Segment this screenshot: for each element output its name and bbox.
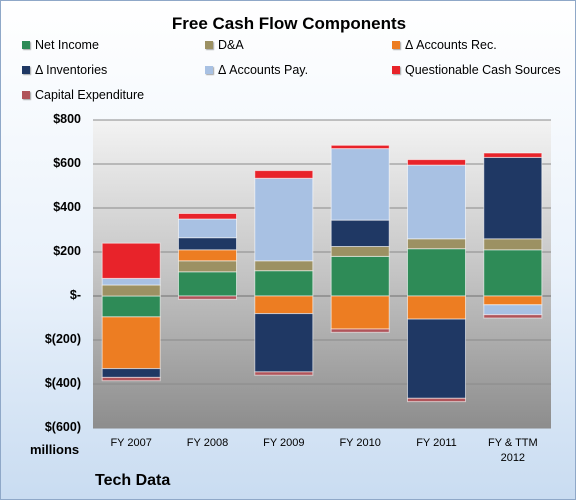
legend-swatch [22,91,30,99]
bar-segment [407,159,466,166]
bar-segment [407,248,466,297]
legend-swatch [22,66,30,74]
company-label: Tech Data [95,472,171,489]
bar-segment [101,295,161,318]
bar-segment [101,316,161,370]
legend-swatch [205,66,213,74]
x-tick-label-line: FY 2011 [416,437,457,449]
legend-label: Δ Accounts Pay. [218,63,309,77]
bar-segment [330,144,390,150]
legend-item: Questionable Cash Sources [392,63,561,77]
bar-segment [483,249,543,297]
bar-segment [254,270,314,297]
legend-item: D&A [205,38,244,52]
legend-label: Capital Expenditure [35,88,145,102]
y-tick-label: $800 [53,112,81,126]
bar-segment [330,255,390,297]
chart-legend: Net Income D&A Δ Accounts Rec. Δ Inventorie… [0,0,578,110]
y-tick-label: $400 [53,200,81,214]
legend-label: Δ Inventories [35,63,108,77]
bar-segment [254,295,314,315]
legend-label: D&A [218,38,244,52]
legend-swatch [392,66,400,74]
bar-segment [483,304,543,316]
x-tick-label: FY 2010 [325,436,395,451]
legend-label: Questionable Cash Sources [405,63,561,77]
legend-item: Capital Expenditure [22,88,144,102]
bar-segment [101,368,161,378]
y-tick-label: $(600) [44,420,81,434]
bar-segment [330,295,390,330]
bar-segment [254,260,314,272]
x-tick-label: FY 2008 [173,436,243,451]
legend-swatch [22,41,30,49]
bar-segment [101,376,161,382]
bar-segment [483,152,543,158]
bar-segment [178,295,237,300]
bar-segment [483,314,543,319]
x-tick-label-line: FY 2009 [263,437,305,449]
plot-area [93,120,551,428]
bar-segment [483,238,543,251]
bar-segment [254,170,314,179]
bar-segment [178,218,237,239]
bar-segment [407,164,466,240]
y-tick-label: $- [69,288,81,302]
legend-swatch [392,41,400,49]
bar-segment [407,238,466,250]
x-tick-label: FY & TTM 2012 [478,436,548,466]
legend-item: Δ Inventories [22,63,107,77]
x-tick-label: FY 2011 [402,436,472,451]
y-tick-label: $200 [53,244,81,258]
bar-segment [101,284,161,297]
x-tick-label-line: FY & TTM [487,437,538,449]
legend-swatch [205,41,213,49]
x-tick-label: FY 2007 [96,436,166,451]
legend-label: Net Income [35,38,99,52]
legend-item: Δ Accounts Pay. [205,63,308,77]
x-tick-label-line: FY 2007 [110,437,152,449]
bar-segment [178,237,237,251]
y-tick-label: $(400) [44,376,81,390]
y-tick-label: $(200) [44,332,81,346]
bar-segment [407,295,466,320]
legend-label: Δ Accounts Rec. [405,38,497,52]
bar-segment [101,242,161,279]
bar-segment [178,213,237,220]
legend-item: Net Income [22,38,99,52]
x-tick-label-line: FY 2008 [186,437,229,449]
bar-segment [407,318,466,399]
bar-segment [407,397,466,403]
legend-item: Δ Accounts Rec. [392,38,497,52]
bar-segment [330,328,390,333]
bar-segment [330,246,390,257]
bar-segment [178,249,237,262]
x-tick-label-line: 2012 [500,452,526,464]
bar-segment [483,156,543,240]
bar-segment [254,371,314,376]
bar-segment [178,271,237,297]
bar-segment [330,148,390,221]
bar-segment [254,313,314,373]
x-tick-label-line: FY 2010 [339,437,381,449]
units-label: millions [30,442,80,457]
bar-segment [178,260,237,273]
bar-segment [254,177,314,262]
x-tick-label: FY 2009 [249,436,319,451]
bar-segment [330,219,390,248]
bar-segment [483,295,543,306]
chart-title: Free Cash Flow Components [171,14,407,33]
bar-segment [101,277,161,286]
y-tick-label: $600 [53,156,81,170]
